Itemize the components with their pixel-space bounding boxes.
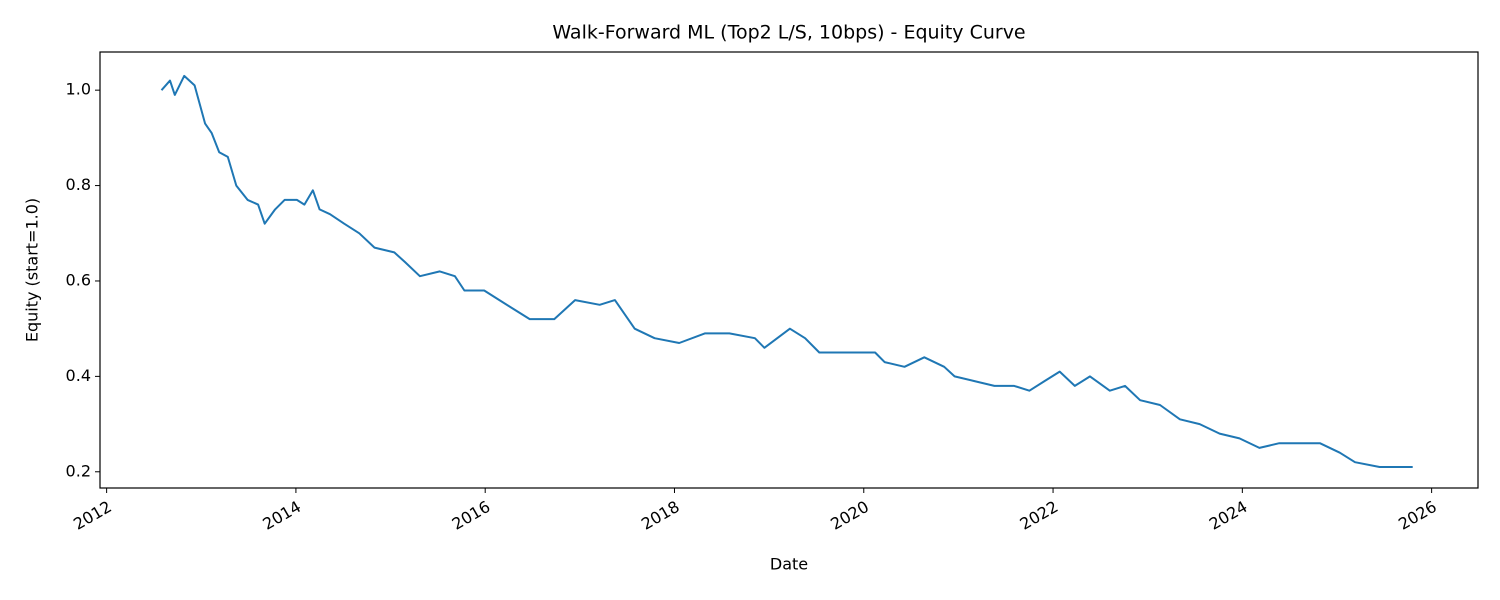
x-tick-label: 2018 <box>638 497 683 534</box>
y-axis-label: Equity (start=1.0) <box>23 198 42 342</box>
x-tick-label: 2014 <box>259 497 304 534</box>
x-tick-label: 2024 <box>1206 497 1251 534</box>
x-tick-label: 2026 <box>1395 497 1440 534</box>
y-tick-label: 0.4 <box>66 366 91 385</box>
x-tick-label: 2012 <box>70 497 115 534</box>
x-tick-label: 2016 <box>449 497 494 534</box>
x-axis-label: Date <box>770 555 808 574</box>
y-tick-label: 0.8 <box>66 175 91 194</box>
equity-line <box>160 74 1413 468</box>
y-tick-label: 0.6 <box>66 270 91 289</box>
x-tick-label: 2022 <box>1017 497 1062 534</box>
x-tick-label: 2020 <box>827 497 872 534</box>
chart-title: Walk-Forward ML (Top2 L/S, 10bps) - Equi… <box>552 22 1025 44</box>
y-tick-label: 0.2 <box>66 461 91 480</box>
plot-frame <box>99 51 1479 489</box>
y-tick-label: 1.0 <box>66 80 91 99</box>
